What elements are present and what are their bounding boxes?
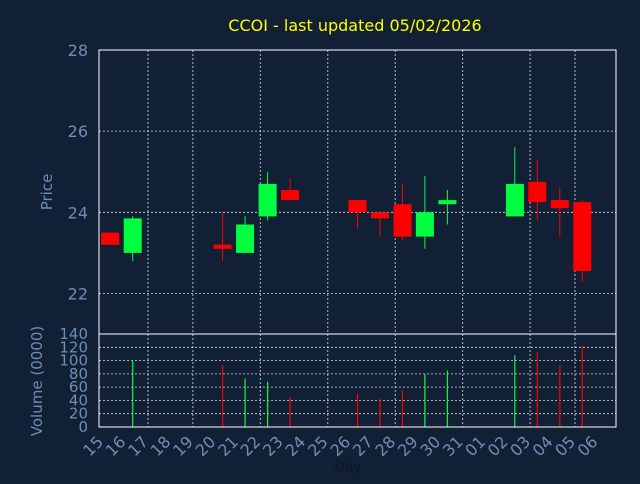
candle-body bbox=[573, 202, 592, 272]
price-y-ticks: 22 24 26 28 bbox=[68, 41, 88, 303]
volume-tick-label: 40 bbox=[69, 391, 88, 409]
price-axis-label: Price bbox=[38, 174, 56, 211]
candle-body bbox=[393, 204, 412, 237]
candle-body bbox=[101, 232, 120, 245]
volume-tick-label: 100 bbox=[59, 352, 88, 370]
volume-axis-label: Volume (0000) bbox=[28, 326, 46, 436]
price-tick-label: 22 bbox=[68, 284, 88, 303]
x-axis-label: Day bbox=[334, 459, 362, 475]
volume-tick-label: 140 bbox=[59, 325, 88, 343]
chart-title: CCOI - last updated 05/02/2026 bbox=[228, 16, 481, 35]
candle-body bbox=[213, 244, 232, 249]
candle-body bbox=[528, 181, 547, 203]
price-tick-label: 26 bbox=[68, 122, 88, 141]
candle-body bbox=[281, 190, 300, 201]
candle-body bbox=[258, 183, 277, 217]
candle-body bbox=[371, 212, 389, 219]
volume-frame bbox=[98, 333, 617, 428]
x-tick-label: 06 bbox=[574, 432, 602, 460]
volume-tick-label: 0 bbox=[78, 418, 88, 436]
candle-body bbox=[123, 218, 142, 253]
x-axis-ticks: 1516171819202122232425262728293031010203… bbox=[79, 432, 601, 460]
volume-tick-label: 80 bbox=[69, 365, 88, 383]
price-candles bbox=[101, 147, 592, 282]
candle-body bbox=[415, 212, 434, 237]
volume-tick-label: 120 bbox=[59, 338, 88, 356]
candle-body bbox=[438, 200, 457, 205]
candle-body bbox=[348, 200, 367, 213]
price-tick-label: 28 bbox=[68, 41, 88, 60]
volume-tick-label: 20 bbox=[69, 405, 88, 423]
candle-body bbox=[550, 200, 569, 209]
price-panel: 22 24 26 28 Price bbox=[38, 41, 617, 335]
candle-body bbox=[505, 183, 524, 217]
volume-bars bbox=[132, 346, 583, 427]
volume-grid bbox=[99, 334, 616, 427]
candle-body bbox=[236, 224, 255, 253]
price-tick-label: 24 bbox=[68, 203, 88, 222]
volume-tick-label: 60 bbox=[69, 378, 88, 396]
